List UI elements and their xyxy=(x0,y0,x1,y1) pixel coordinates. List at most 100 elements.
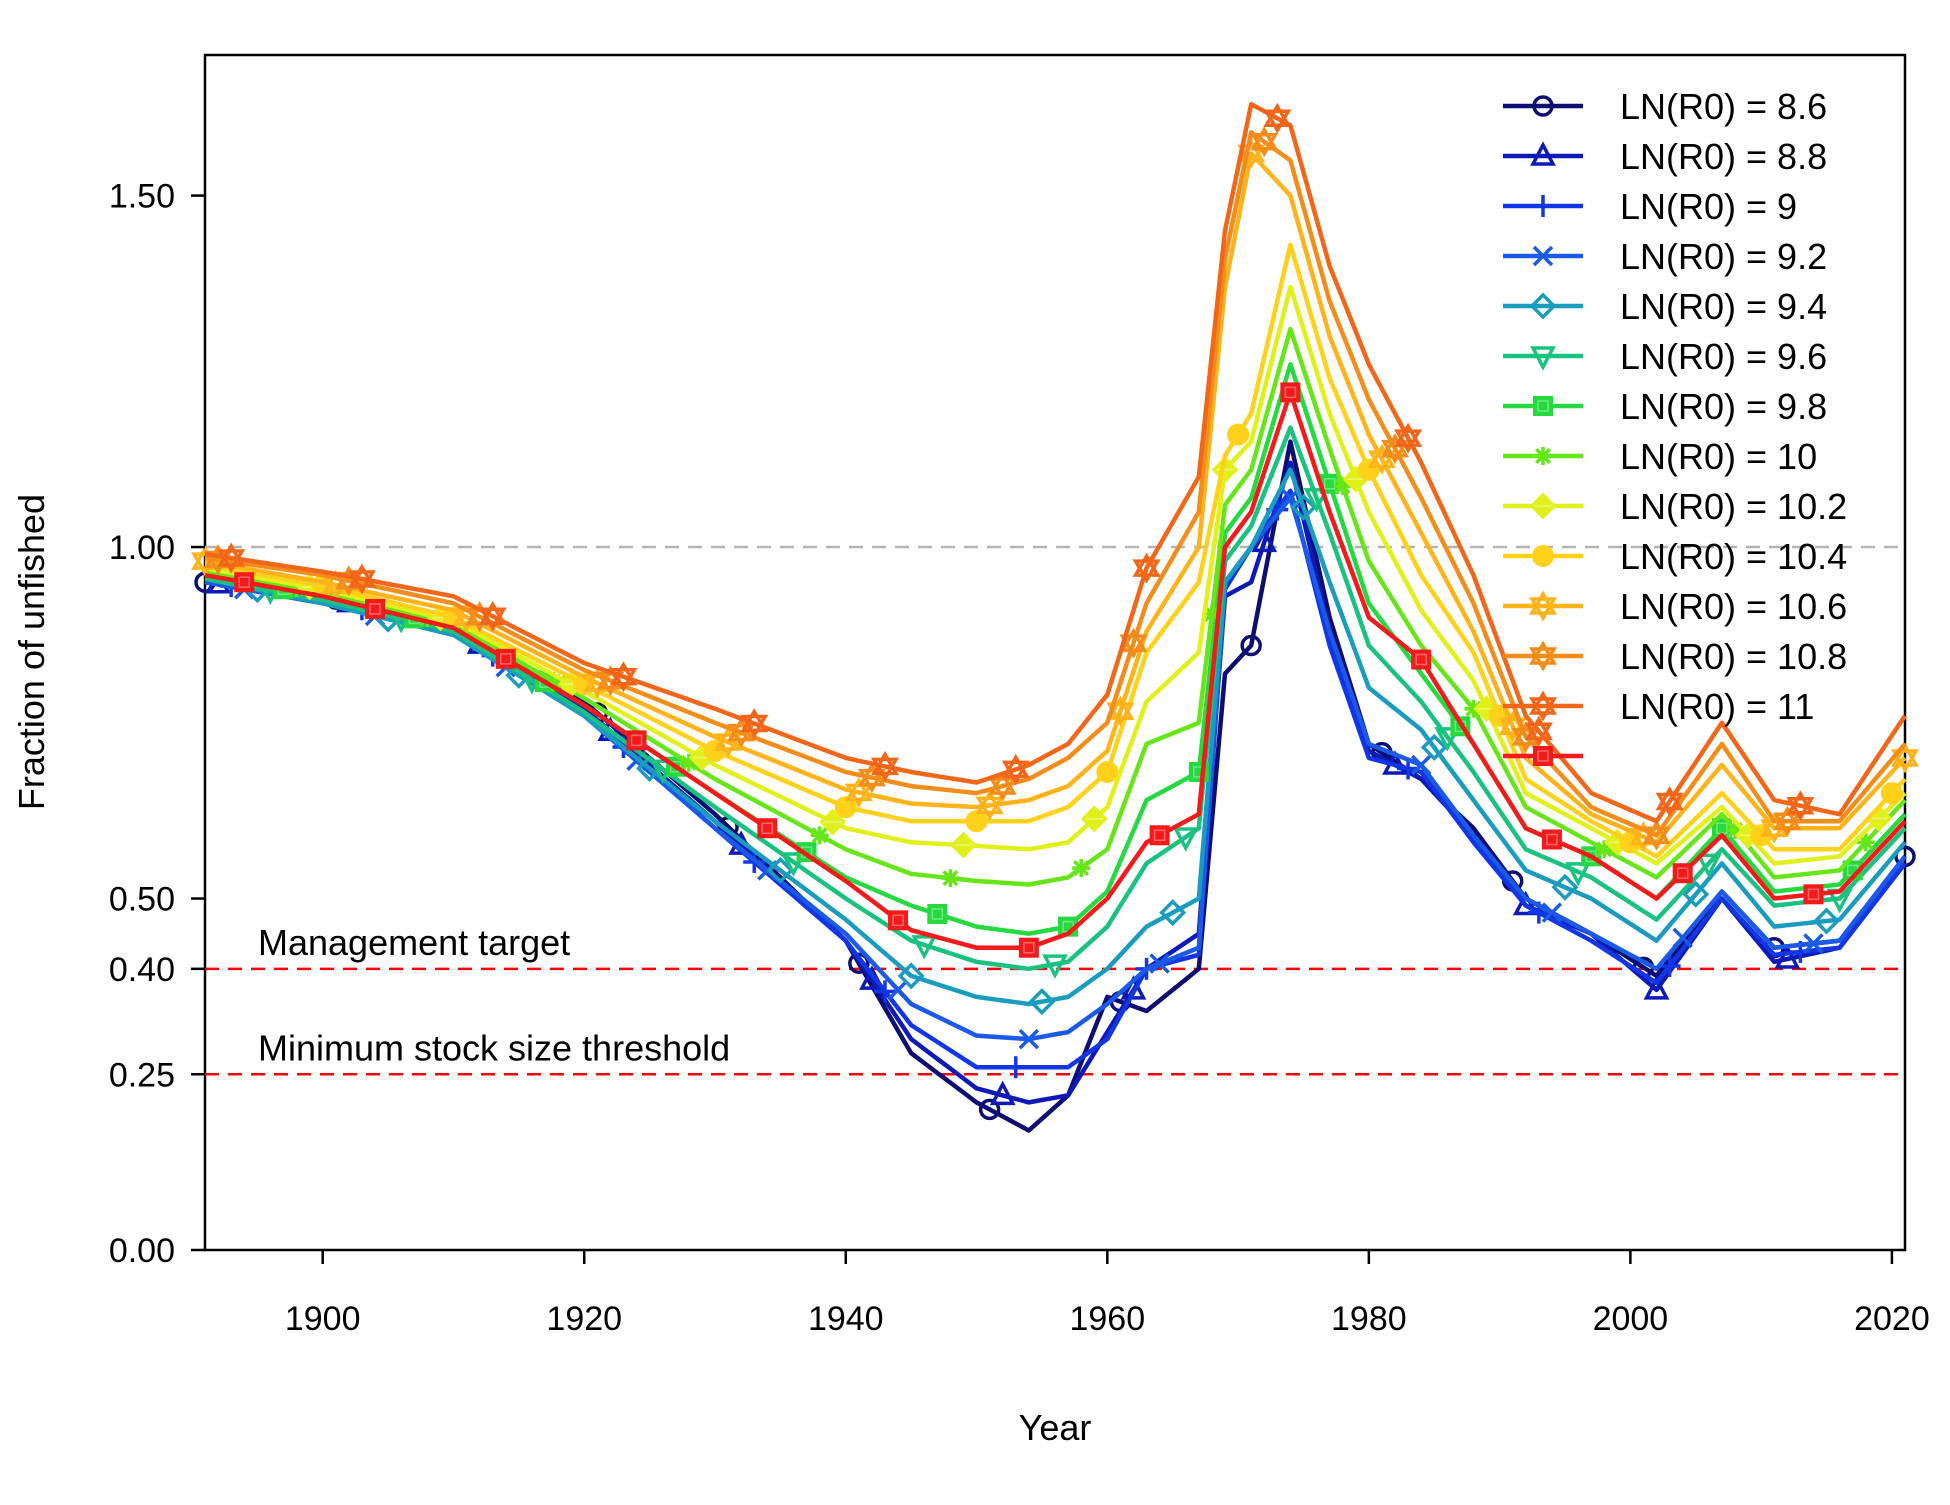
data-point xyxy=(365,598,385,619)
data-point xyxy=(1096,761,1119,783)
legend-item: LN(R0) = 8.6 xyxy=(1503,86,1827,127)
data-point xyxy=(989,1080,1016,1106)
data-point xyxy=(1803,884,1824,905)
legend-label: LN(R0) = 9 xyxy=(1620,186,1797,227)
data-point xyxy=(217,542,246,574)
legend-marker xyxy=(1533,746,1553,766)
legend-item: LN(R0) = 9.4 xyxy=(1503,286,1827,327)
legend-label: LN(R0) = 10.4 xyxy=(1620,536,1847,577)
legend-marker xyxy=(1528,690,1558,722)
legend-label: LN(R0) = 9.2 xyxy=(1620,236,1827,277)
data-point xyxy=(478,600,507,632)
data-point xyxy=(1289,493,1317,521)
legend-item: LN(R0) = 9.2 xyxy=(1503,236,1827,277)
data-point xyxy=(1132,552,1161,584)
x-axis: 1900 1920 1940 1960 1980 2000 2020 xyxy=(285,1250,1930,1338)
data-point xyxy=(1655,786,1684,818)
data-point xyxy=(495,648,516,669)
data-point xyxy=(1004,1056,1027,1079)
series-line xyxy=(204,326,1907,887)
data-point xyxy=(1642,819,1671,851)
series-8 xyxy=(204,326,1907,888)
data-point xyxy=(740,708,769,739)
data-point xyxy=(1251,527,1278,553)
data-point xyxy=(780,852,807,877)
legend-item: LN(R0) = 8.8 xyxy=(1503,136,1827,177)
data-point xyxy=(347,563,376,595)
legend-marker xyxy=(1532,195,1554,217)
data-point xyxy=(988,770,1017,802)
y-axis-title: Fraction of unfished xyxy=(11,494,52,810)
legend-marker xyxy=(1532,95,1554,117)
legend-marker xyxy=(1532,245,1554,267)
data-point xyxy=(1018,1028,1040,1050)
legend-marker xyxy=(1529,292,1557,320)
data-point xyxy=(1880,782,1903,805)
data-point xyxy=(1250,126,1279,158)
data-point xyxy=(1682,880,1710,908)
data-point xyxy=(1001,753,1030,785)
legend-marker xyxy=(1532,545,1554,567)
legend-item: LN(R0) = 10 xyxy=(1503,436,1817,477)
series-line xyxy=(204,467,1907,1007)
data-point xyxy=(1149,825,1170,846)
legend-label: LN(R0) = 10.6 xyxy=(1620,586,1847,627)
data-point xyxy=(897,962,925,990)
data-point xyxy=(911,935,938,960)
y-axis: 0.00 0.25 0.40 0.50 1.00 1.50 xyxy=(109,178,205,1270)
legend-item: LN(R0) = 9.6 xyxy=(1503,336,1827,377)
legend-item: LN(R0) = 10.6 xyxy=(1503,586,1847,627)
data-point xyxy=(1080,805,1108,833)
legend-label: LN(R0) = 9.8 xyxy=(1620,386,1827,427)
data-point xyxy=(1149,953,1170,974)
data-point xyxy=(834,796,857,819)
y-tick-label: 0.00 xyxy=(109,1232,175,1270)
data-point xyxy=(965,810,988,833)
data-point xyxy=(887,979,909,1001)
series-line xyxy=(204,151,1907,845)
data-point xyxy=(978,1098,1001,1121)
plot-frame xyxy=(203,53,1907,1252)
legend-label: LN(R0) = 9.6 xyxy=(1620,336,1827,377)
data-point xyxy=(874,980,896,1003)
x-tick-label: 2020 xyxy=(1854,1300,1930,1338)
legend-label: LN(R0) = 10.8 xyxy=(1620,636,1847,677)
legend-item: LN(R0) = 10.8 xyxy=(1503,636,1847,677)
legend-label: LN(R0) = 11 xyxy=(1620,686,1814,727)
data-point xyxy=(1524,715,1553,747)
x-tick-label: 2000 xyxy=(1593,1300,1669,1338)
legend-label: LN(R0) = 10.2 xyxy=(1620,486,1847,527)
legend: LN(R0) = 8.6 LN(R0) = 8.8 LN(R0) = 9 LN(R0)… xyxy=(1503,86,1847,766)
legend-marker xyxy=(1529,492,1557,520)
data-point xyxy=(1813,907,1841,935)
data-point xyxy=(1565,862,1591,887)
series-line xyxy=(204,390,1907,950)
data-point xyxy=(819,808,847,836)
x-tick-label: 1960 xyxy=(1069,1300,1145,1338)
data-point xyxy=(234,572,255,593)
legend-item: LN(R0) = 9.8 xyxy=(1503,386,1827,427)
x-tick-label: 1980 xyxy=(1331,1300,1407,1338)
legend-marker xyxy=(1534,447,1552,465)
x-tick-label: 1900 xyxy=(285,1300,361,1338)
data-point xyxy=(1106,695,1135,727)
reference-line-label: Management target xyxy=(258,922,570,963)
data-point xyxy=(1512,890,1539,916)
data-point xyxy=(950,831,977,859)
data-point xyxy=(870,750,900,782)
data-point xyxy=(810,826,829,845)
series-line xyxy=(204,425,1907,972)
series-13 xyxy=(204,101,1907,824)
data-point xyxy=(1303,488,1330,513)
data-point xyxy=(1786,790,1815,822)
data-point xyxy=(766,856,794,884)
data-point xyxy=(927,903,948,924)
data-point xyxy=(1042,954,1068,979)
data-point xyxy=(1695,853,1722,879)
data-point xyxy=(975,789,1004,821)
legend-item: LN(R0) = 11 xyxy=(1503,686,1814,727)
data-point xyxy=(1643,975,1670,1000)
data-point xyxy=(757,818,778,839)
